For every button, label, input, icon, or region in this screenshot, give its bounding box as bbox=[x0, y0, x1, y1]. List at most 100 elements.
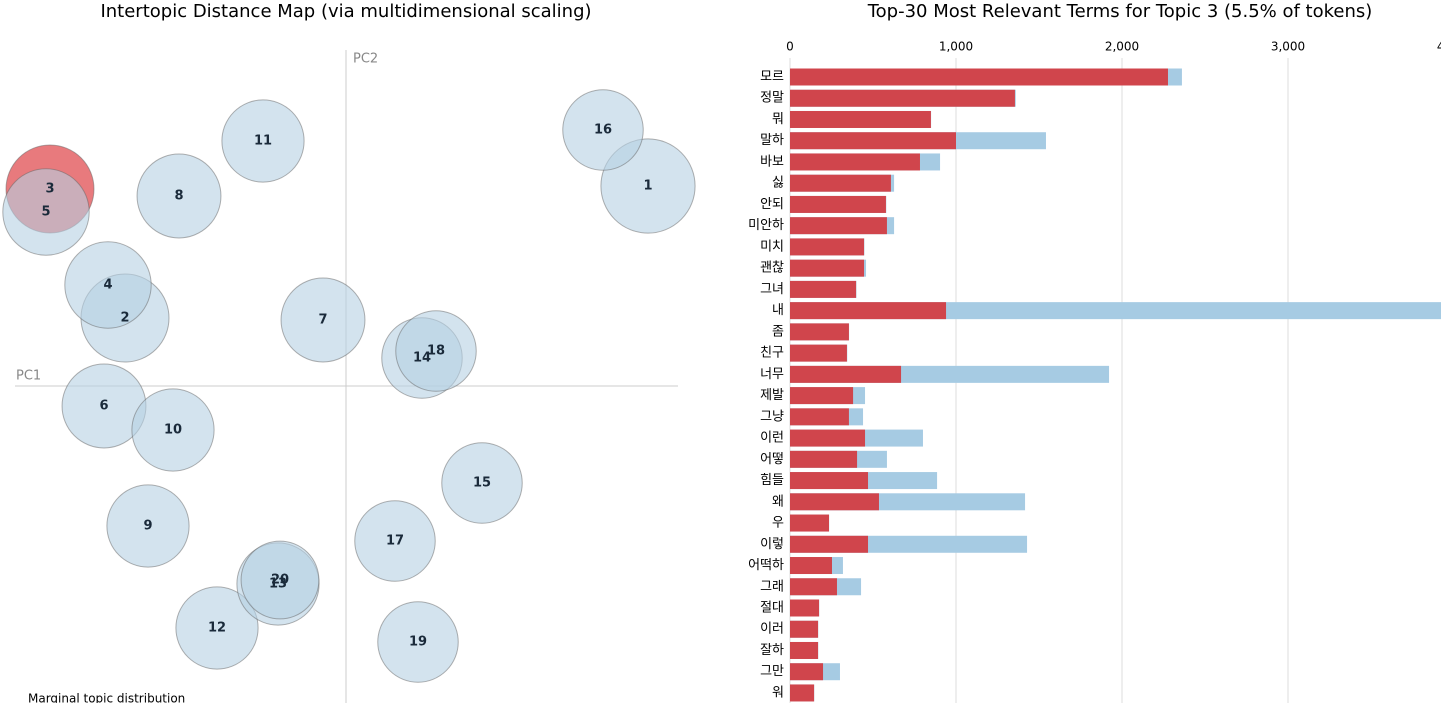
term-label: 그녀 bbox=[760, 282, 784, 297]
term-label: 정말 bbox=[760, 91, 784, 106]
term-label: 안되 bbox=[760, 197, 784, 212]
topic-label: 2 bbox=[120, 311, 129, 326]
term-label: 우 bbox=[772, 516, 784, 531]
term-label: 싫 bbox=[772, 176, 784, 191]
topic-label: 1 bbox=[643, 179, 652, 194]
topic-label: 12 bbox=[208, 621, 226, 636]
term-label: 뭐 bbox=[772, 112, 784, 127]
topic-bubble bbox=[221, 99, 305, 183]
term-label: 미치 bbox=[760, 239, 784, 254]
term-bar bbox=[790, 323, 849, 341]
topic-bubble bbox=[175, 586, 259, 670]
term-bar bbox=[790, 557, 832, 575]
topic-label: 17 bbox=[386, 534, 404, 549]
topic-label: 6 bbox=[99, 399, 108, 414]
term-label: 이런 bbox=[760, 431, 784, 446]
term-bar bbox=[790, 684, 815, 702]
term-bar bbox=[790, 578, 837, 596]
topic-bubble bbox=[377, 601, 459, 683]
topic-label: 20 bbox=[271, 573, 289, 588]
topic-bubble bbox=[441, 442, 523, 524]
term-label: 그만 bbox=[760, 664, 784, 679]
topic-label: 9 bbox=[143, 519, 152, 534]
topic-bubble bbox=[2, 168, 90, 256]
term-label: 워 bbox=[772, 685, 784, 700]
marginal-note: Marginal topic distribution bbox=[28, 692, 185, 703]
term-label: 그래 bbox=[760, 579, 784, 594]
term-bar bbox=[790, 238, 865, 256]
term-bar bbox=[790, 535, 869, 553]
term-label: 왜 bbox=[772, 494, 784, 509]
map-title: Intertopic Distance Map (via multidimens… bbox=[100, 1, 591, 22]
term-label: 잘하 bbox=[760, 643, 784, 658]
term-label: 괜찮 bbox=[760, 261, 784, 276]
bar-title: Top-30 Most Relevant Terms for Topic 3 (… bbox=[867, 1, 1373, 22]
term-label: 어떡하 bbox=[748, 558, 784, 573]
x-tick-label: 2,000 bbox=[1105, 40, 1139, 54]
term-bar bbox=[790, 599, 820, 617]
x-tick-label: 1,000 bbox=[939, 40, 973, 54]
x-tick-label: 0 bbox=[786, 40, 794, 54]
topic-label: 19 bbox=[409, 635, 427, 650]
topic-label: 13 bbox=[269, 577, 287, 592]
term-bar bbox=[790, 641, 819, 659]
topic-label: 5 bbox=[41, 205, 50, 220]
term-bar bbox=[790, 344, 847, 362]
topic-label: 11 bbox=[254, 134, 272, 149]
term-bar bbox=[790, 302, 1441, 320]
topic-label: 16 bbox=[594, 123, 612, 138]
term-label: 미안하 bbox=[748, 218, 784, 233]
term-bar bbox=[790, 68, 1168, 86]
topic-label: 15 bbox=[473, 476, 491, 491]
term-bar bbox=[790, 620, 819, 638]
topic-bubble bbox=[106, 484, 190, 568]
term-label: 이러 bbox=[760, 622, 784, 637]
term-label: 이렇 bbox=[760, 537, 784, 552]
topic-label: 3 bbox=[45, 182, 54, 197]
topic-bubble bbox=[136, 153, 222, 239]
topic-label: 10 bbox=[164, 423, 182, 438]
topic-label: 7 bbox=[318, 313, 327, 328]
topic-bubble bbox=[240, 540, 320, 620]
term-label: 말하 bbox=[760, 133, 784, 148]
topic-bubble bbox=[354, 500, 436, 582]
term-bar bbox=[790, 280, 857, 298]
term-bar bbox=[790, 429, 866, 447]
topic-bubble bbox=[64, 241, 152, 329]
term-bar bbox=[790, 174, 891, 192]
term-bar bbox=[790, 195, 886, 213]
term-bar bbox=[790, 217, 887, 235]
term-label: 내 bbox=[772, 303, 784, 318]
term-bar bbox=[790, 493, 879, 511]
term-bar bbox=[790, 302, 947, 320]
term-label: 좀 bbox=[772, 324, 784, 339]
term-bar bbox=[790, 259, 865, 277]
topic-bubble bbox=[280, 277, 366, 363]
term-bar bbox=[790, 365, 902, 383]
term-bar bbox=[790, 450, 858, 468]
term-bar bbox=[790, 514, 830, 532]
term-label: 바보 bbox=[760, 154, 784, 169]
pc2-label: PC2 bbox=[353, 52, 378, 67]
topic-bubble bbox=[395, 310, 477, 392]
topic-label: 8 bbox=[174, 189, 183, 204]
topic-label: 14 bbox=[413, 351, 431, 366]
term-bar bbox=[790, 472, 869, 490]
term-label: 친구 bbox=[760, 346, 784, 361]
term-label: 그냥 bbox=[760, 409, 784, 424]
term-label: 모르 bbox=[760, 70, 784, 85]
term-label: 제발 bbox=[760, 388, 784, 403]
term-label: 힘들 bbox=[760, 473, 784, 488]
topic-label: 18 bbox=[427, 344, 445, 359]
x-tick-label: 3,000 bbox=[1271, 40, 1305, 54]
term-bar bbox=[790, 153, 920, 171]
pc1-label: PC1 bbox=[16, 369, 41, 384]
topic-label: 4 bbox=[103, 278, 112, 293]
topic-bubble bbox=[131, 388, 215, 472]
term-label: 너무 bbox=[760, 367, 784, 382]
term-bar bbox=[790, 132, 956, 150]
term-bar bbox=[790, 408, 849, 426]
term-bar bbox=[790, 387, 854, 405]
x-tick-label: 4,000 bbox=[1437, 40, 1441, 54]
